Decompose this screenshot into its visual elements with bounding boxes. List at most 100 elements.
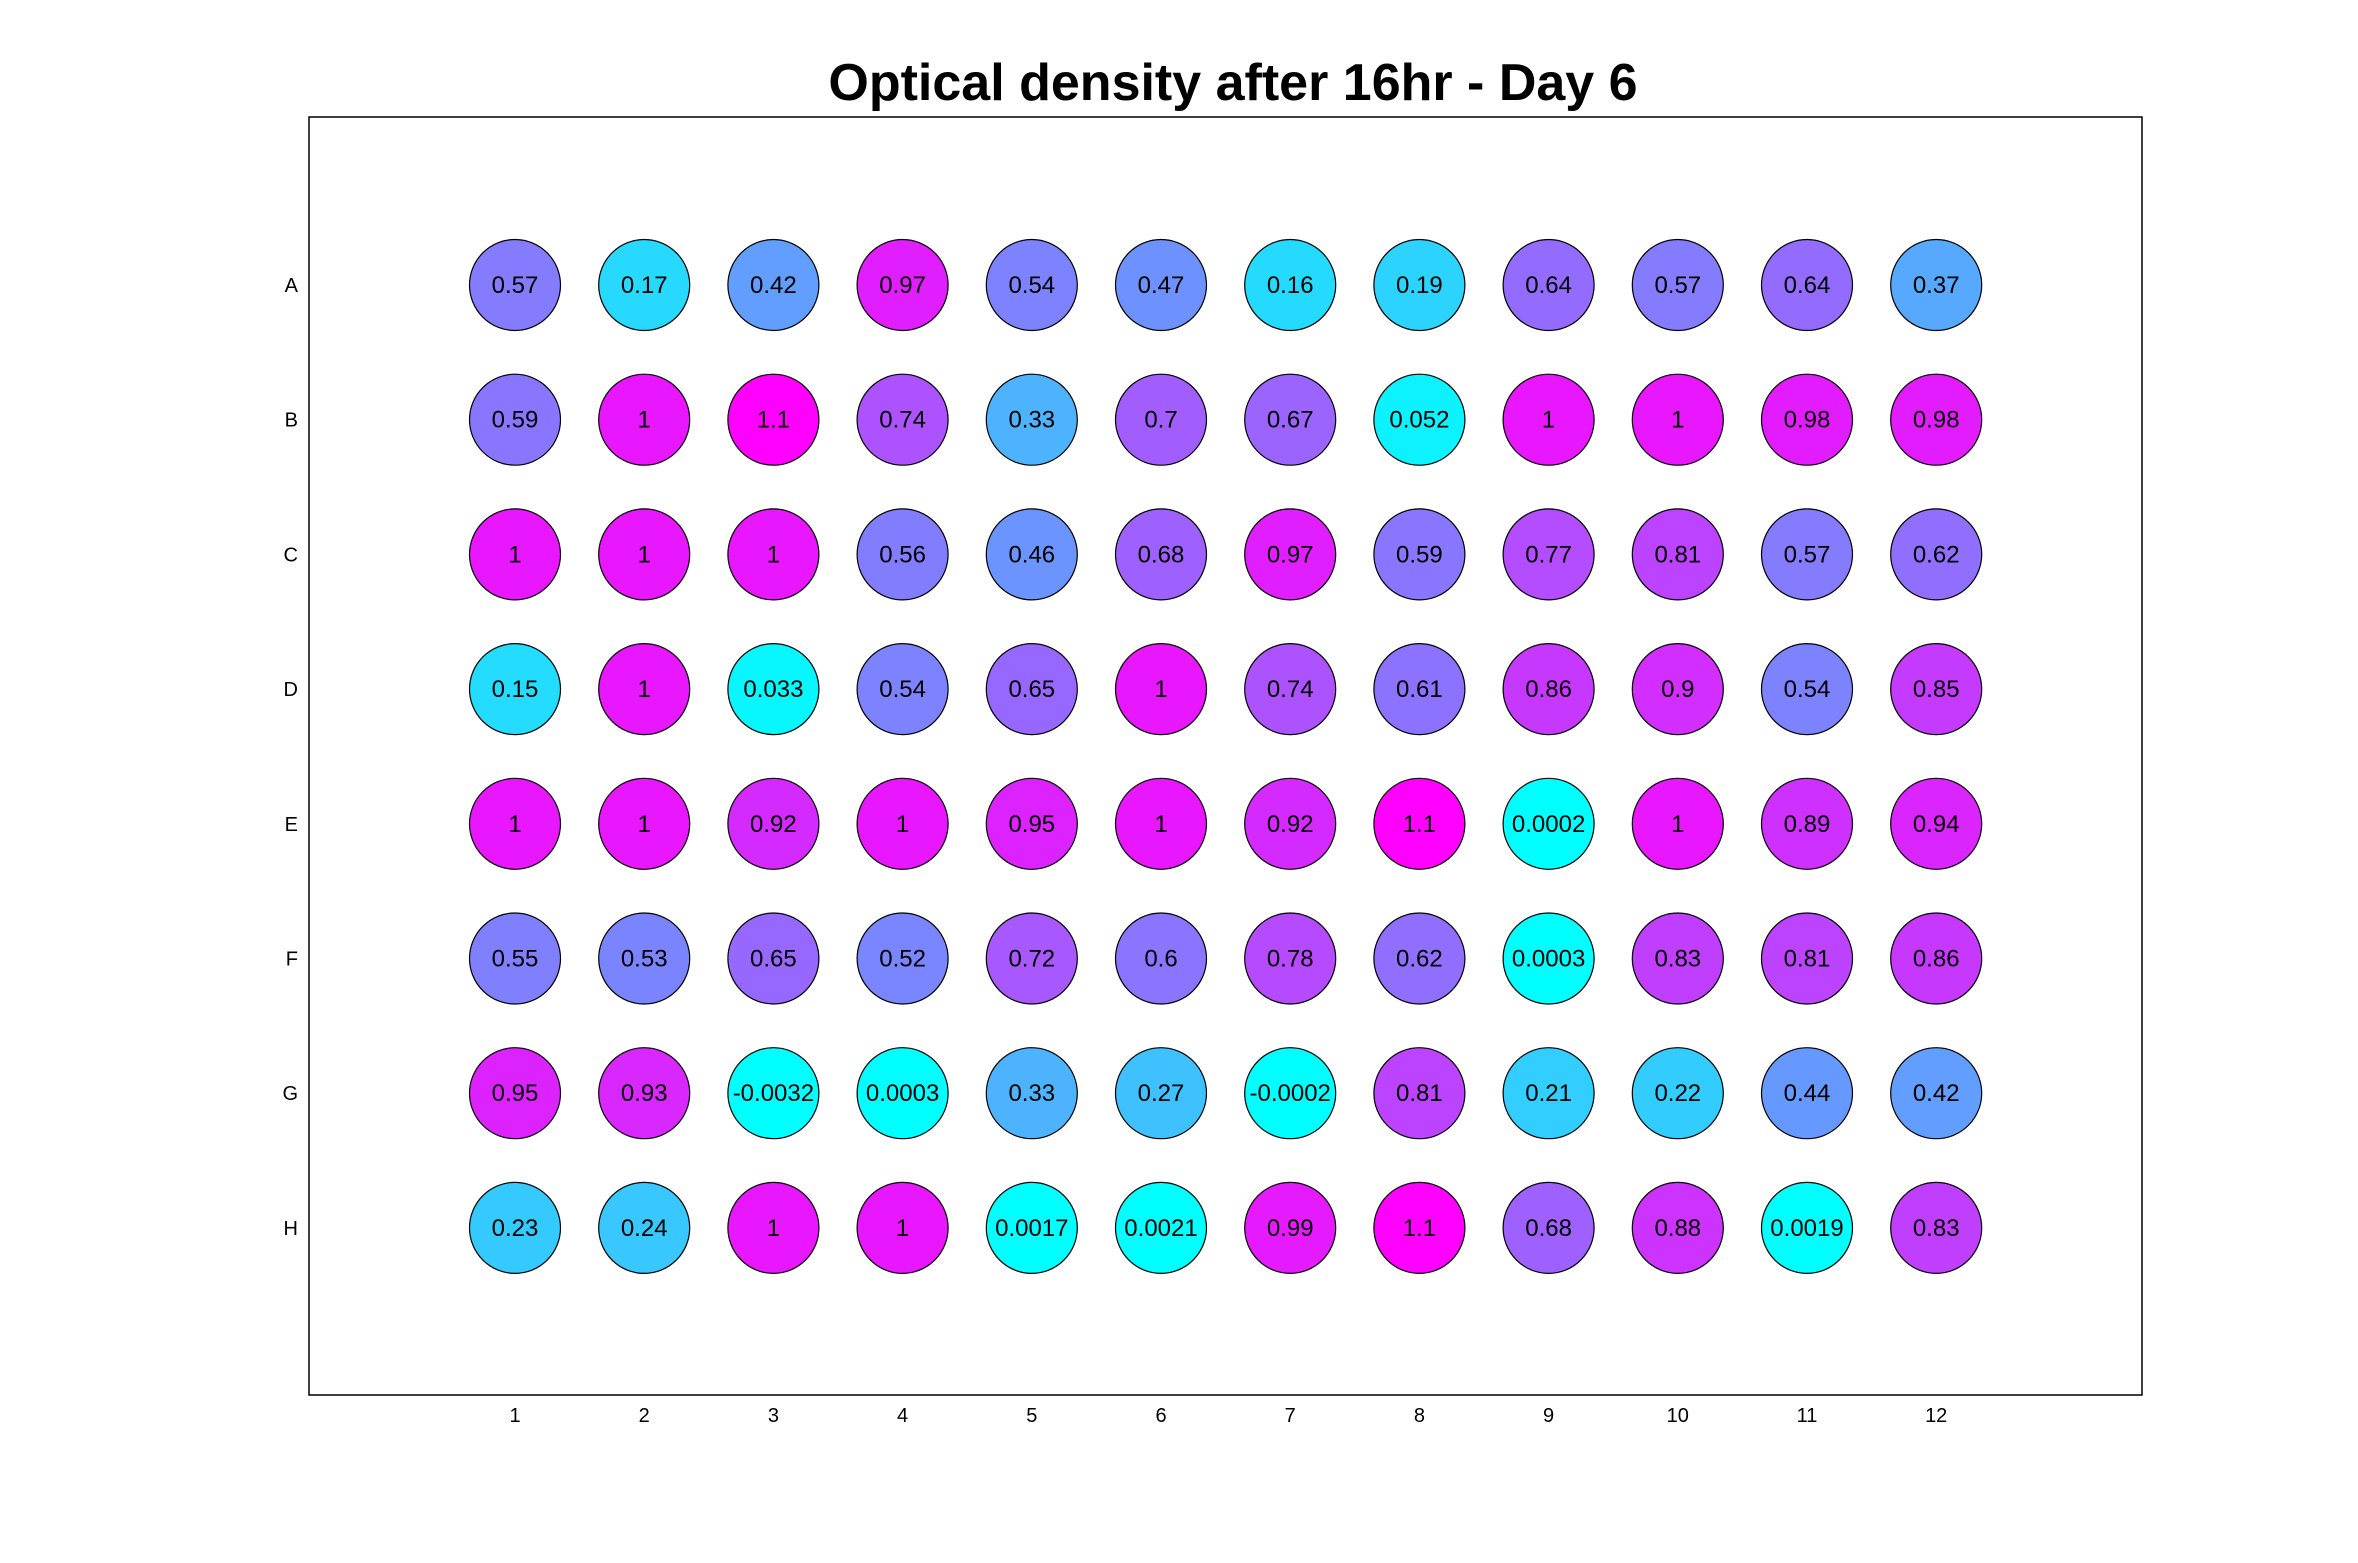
well-label-h7: 0.99 (1267, 1215, 1314, 1242)
well-label-d4: 0.54 (879, 676, 926, 703)
well-f8 (1373, 912, 1466, 1005)
well-b11 (1760, 373, 1854, 466)
row-tick-label-f: F (286, 949, 298, 971)
well-label-b5: 0.33 (1008, 407, 1055, 434)
well-h9 (1502, 1181, 1595, 1275)
column-tick-label-8: 8 (1414, 1405, 1425, 1427)
well-label-f10: 0.83 (1654, 946, 1701, 973)
well-label-h6: 0.0021 (1124, 1215, 1197, 1242)
well-label-b6: 0.7 (1144, 407, 1177, 434)
well-label-h10: 0.88 (1654, 1215, 1701, 1242)
well-label-d11: 0.54 (1784, 676, 1831, 703)
row-tick-label-a: A (285, 275, 299, 297)
well-label-d12: 0.85 (1913, 676, 1960, 703)
well-label-a8: 0.19 (1396, 272, 1443, 299)
well-label-e10: 1 (1671, 811, 1684, 838)
well-f4 (856, 912, 949, 1005)
well-label-a11: 0.64 (1784, 272, 1831, 299)
well-label-b12: 0.98 (1913, 407, 1960, 434)
well-d5 (985, 642, 1078, 736)
well-label-d7: 0.74 (1267, 676, 1314, 703)
well-label-d1: 0.15 (492, 676, 539, 703)
well-label-f3: 0.65 (750, 946, 797, 973)
well-f12 (1890, 912, 1983, 1005)
well-label-h2: 0.24 (621, 1215, 668, 1242)
well-label-f8: 0.62 (1396, 946, 1443, 973)
well-b12 (1890, 373, 1983, 466)
well-label-f1: 0.55 (492, 946, 539, 973)
well-d9 (1502, 642, 1595, 736)
row-tick-label-b: B (285, 410, 298, 432)
well-label-b1: 0.59 (492, 407, 539, 434)
well-label-f11: 0.81 (1784, 946, 1831, 973)
well-label-d2: 1 (638, 676, 651, 703)
well-g10 (1631, 1047, 1724, 1140)
well-d8 (1373, 642, 1466, 736)
well-label-b10: 1 (1671, 407, 1684, 434)
well-b9 (1502, 373, 1595, 466)
well-h4 (856, 1181, 949, 1275)
well-label-c1: 1 (508, 541, 521, 568)
well-f9 (1502, 912, 1595, 1005)
well-c1 (468, 508, 562, 601)
well-label-h12: 0.83 (1913, 1215, 1960, 1242)
well-c11 (1760, 508, 1854, 601)
well-d4 (856, 642, 949, 736)
well-d3 (727, 642, 820, 736)
well-label-a4: 0.97 (879, 272, 926, 299)
well-e8 (1373, 777, 1466, 870)
well-f2 (598, 912, 691, 1005)
well-e9 (1502, 777, 1595, 870)
well-label-h3: 1 (767, 1215, 780, 1242)
well-label-g4: 0.0003 (866, 1080, 939, 1107)
well-label-h11: 0.0019 (1770, 1215, 1843, 1242)
well-label-e5: 0.95 (1008, 811, 1055, 838)
well-b7 (1244, 373, 1337, 466)
well-f11 (1760, 912, 1854, 1005)
column-tick-label-6: 6 (1155, 1405, 1166, 1427)
well-d10 (1631, 642, 1724, 736)
well-g11 (1760, 1047, 1854, 1140)
well-label-e12: 0.94 (1913, 811, 1960, 838)
well-e6 (1114, 777, 1208, 870)
well-f3 (727, 912, 820, 1005)
well-label-e11: 0.89 (1784, 811, 1831, 838)
well-a11 (1760, 238, 1854, 332)
well-a4 (856, 238, 949, 332)
well-a1 (468, 238, 562, 332)
well-f10 (1631, 912, 1724, 1005)
column-tick-labels: 1 2 3 4 5 6 7 8 9 10 11 12 (509, 1405, 1947, 1427)
well-label-g2: 0.93 (621, 1080, 668, 1107)
well-d6 (1114, 642, 1208, 736)
well-e12 (1890, 777, 1983, 870)
row-tick-label-e: E (285, 814, 298, 836)
well-f7 (1244, 912, 1337, 1005)
well-c4 (856, 508, 949, 601)
column-tick-label-3: 3 (768, 1405, 779, 1427)
well-label-b7: 0.67 (1267, 407, 1314, 434)
column-tick-label-4: 4 (897, 1405, 908, 1427)
well-label-b11: 0.98 (1784, 407, 1831, 434)
well-label-b8: 0.052 (1389, 407, 1449, 434)
well-label-h4: 1 (896, 1215, 909, 1242)
well-b8 (1373, 373, 1466, 466)
well-label-a9: 0.64 (1525, 272, 1572, 299)
well-d11 (1760, 642, 1854, 736)
column-tick-label-1: 1 (509, 1405, 520, 1427)
well-label-d10: 0.9 (1661, 676, 1694, 703)
well-a8 (1373, 238, 1466, 332)
well-g5 (985, 1047, 1078, 1140)
well-label-e4: 1 (896, 811, 909, 838)
well-label-f7: 0.78 (1267, 946, 1314, 973)
well-g6 (1114, 1047, 1208, 1140)
row-tick-label-d: D (284, 679, 298, 701)
well-label-c7: 0.97 (1267, 541, 1314, 568)
well-b1 (468, 373, 562, 466)
well-label-g3: -0.0032 (733, 1080, 814, 1107)
well-c12 (1890, 508, 1983, 601)
well-label-e1: 1 (508, 811, 521, 838)
well-d7 (1244, 642, 1337, 736)
well-a2 (598, 238, 691, 332)
well-label-a3: 0.42 (750, 272, 797, 299)
well-h12 (1890, 1181, 1983, 1275)
